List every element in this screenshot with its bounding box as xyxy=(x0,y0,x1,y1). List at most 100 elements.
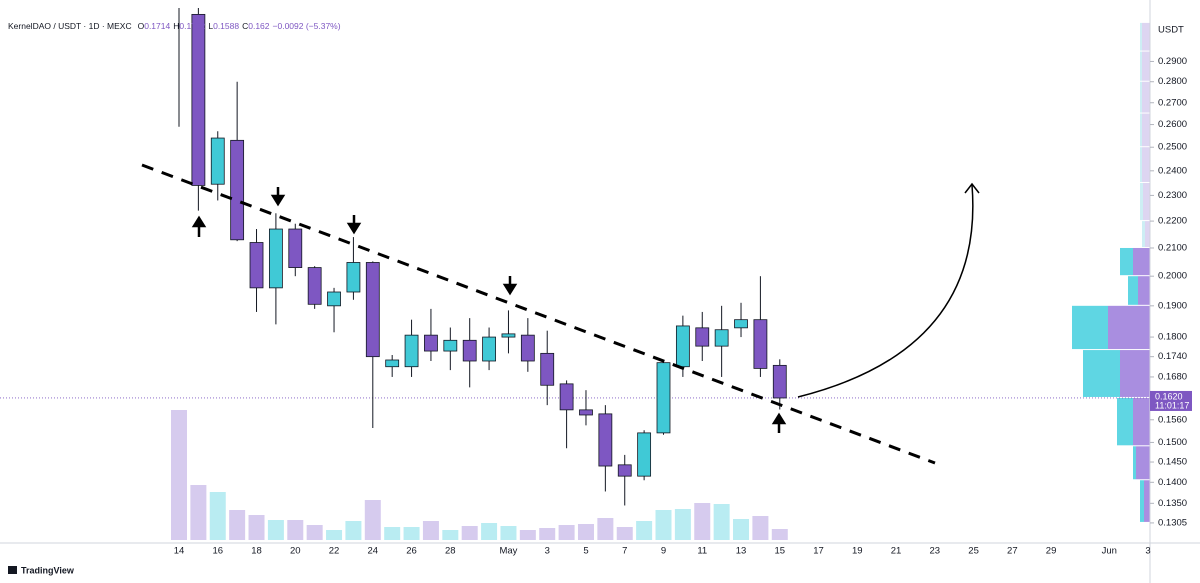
volume-bar xyxy=(694,503,711,540)
profile-up xyxy=(1140,480,1144,522)
candle-body xyxy=(230,139,245,241)
candle-body xyxy=(173,0,186,5)
x-tick-label: Jun xyxy=(1102,546,1117,557)
y-tick-label: 0.1560 xyxy=(1158,414,1187,425)
volume-bar xyxy=(442,530,459,540)
candle-body xyxy=(617,464,632,477)
candle-body xyxy=(675,325,690,368)
candle-body xyxy=(424,334,438,352)
x-tick-label: 13 xyxy=(736,546,747,557)
unit-label: USDT xyxy=(1158,25,1184,36)
candle-body xyxy=(268,228,283,289)
candle-body xyxy=(210,137,225,185)
volume-bar xyxy=(209,492,226,540)
y-tick-label: 0.1500 xyxy=(1158,437,1187,448)
ohlc-letter: L xyxy=(208,21,213,31)
candle-body xyxy=(598,413,613,467)
profile-up xyxy=(1083,350,1120,397)
x-tick-label: 3 xyxy=(545,546,550,557)
volume-bar xyxy=(733,519,750,540)
profile-down xyxy=(1142,22,1150,51)
volume-bar xyxy=(597,518,614,540)
candle-body xyxy=(307,267,322,305)
y-tick-label: 0.2800 xyxy=(1158,76,1187,87)
x-tick-label: 5 xyxy=(583,546,588,557)
x-tick-label: 3 xyxy=(1145,546,1150,557)
volume-bar xyxy=(287,520,304,540)
arrows xyxy=(191,182,980,433)
y-tick-label: 0.2200 xyxy=(1158,216,1187,227)
y-tick-label: 0.1800 xyxy=(1158,332,1187,343)
volume-bar xyxy=(752,516,769,540)
y-tick-label: 0.1900 xyxy=(1158,300,1187,311)
x-tick-label: 17 xyxy=(813,546,824,557)
x-tick-label: 27 xyxy=(1007,546,1018,557)
x-tick-label: 26 xyxy=(406,546,417,557)
y-tick-label: 0.2300 xyxy=(1158,190,1187,201)
profile-up xyxy=(1117,397,1133,446)
candle-body xyxy=(191,13,206,186)
y-tick-label: 0.2100 xyxy=(1158,243,1187,254)
x-tick-label: 21 xyxy=(891,546,902,557)
profile-up xyxy=(1140,81,1142,113)
plot-area xyxy=(0,0,1150,540)
y-tick-label: 0.1350 xyxy=(1158,498,1187,509)
candle-body xyxy=(656,362,671,434)
volume-bar xyxy=(422,521,439,540)
header: KernelDAO / USDT · 1D · MEXC O0.1714 H0.17… xyxy=(8,21,341,31)
profile-down xyxy=(1142,51,1150,81)
candle-body xyxy=(579,409,593,416)
volume-bar xyxy=(461,526,478,540)
price-tag xyxy=(1150,390,1192,411)
y-tick-label: 0.2000 xyxy=(1158,271,1187,282)
x-tick-label: 11 xyxy=(697,546,707,557)
y-tick-label: 0.1400 xyxy=(1158,477,1187,488)
open-value: 0.1714 xyxy=(144,21,170,31)
volume-bar xyxy=(326,530,343,540)
volume-bar xyxy=(248,515,265,540)
volume-bar xyxy=(655,510,672,540)
x-tick-label: 7 xyxy=(622,546,627,557)
volume-bar xyxy=(636,521,653,540)
profile-up xyxy=(1133,446,1136,480)
candle-body xyxy=(404,334,419,368)
candle-body xyxy=(734,319,748,329)
y-tick-label: 0.2600 xyxy=(1158,119,1187,130)
candle-body xyxy=(365,262,380,358)
x-tick-label: 18 xyxy=(251,546,262,557)
trend-line xyxy=(141,163,936,465)
candle-body xyxy=(753,319,768,369)
profile-up xyxy=(1128,276,1138,305)
volume-bar xyxy=(500,526,517,540)
profile-down xyxy=(1143,182,1150,221)
volume-bar xyxy=(171,410,187,540)
volume-bar xyxy=(674,509,691,540)
x-tick-label: May xyxy=(499,546,517,557)
profile-down xyxy=(1144,480,1150,522)
candle-body xyxy=(385,359,400,368)
x-tick-label: 24 xyxy=(368,546,379,557)
profile-up xyxy=(1072,305,1108,350)
candle-body xyxy=(559,383,574,411)
candle-body xyxy=(346,262,361,293)
profile-down xyxy=(1142,81,1150,113)
volume-bar xyxy=(403,527,420,540)
price-tag-label: 0.1620 xyxy=(1155,391,1183,401)
y-tick-label: 0.2700 xyxy=(1158,97,1187,108)
volume-bar xyxy=(771,529,788,540)
close-value: 0.162 xyxy=(248,21,270,31)
profile-down xyxy=(1133,247,1150,276)
low-value: 0.1588 xyxy=(213,21,239,31)
profile-down xyxy=(1108,305,1150,350)
countdown: 11:01:17 xyxy=(1155,400,1189,410)
ohlc-letter: C xyxy=(242,21,248,31)
y-tick-label: 0.1450 xyxy=(1158,457,1187,468)
volume-bar xyxy=(481,523,498,540)
x-tick-label: 25 xyxy=(968,546,979,557)
logo: TradingView xyxy=(21,565,75,575)
y-tick-label: 0.2400 xyxy=(1158,165,1187,176)
x-tick-label: 14 xyxy=(174,546,185,557)
x-tick-label: 20 xyxy=(290,546,301,557)
profile-down xyxy=(1138,276,1150,305)
